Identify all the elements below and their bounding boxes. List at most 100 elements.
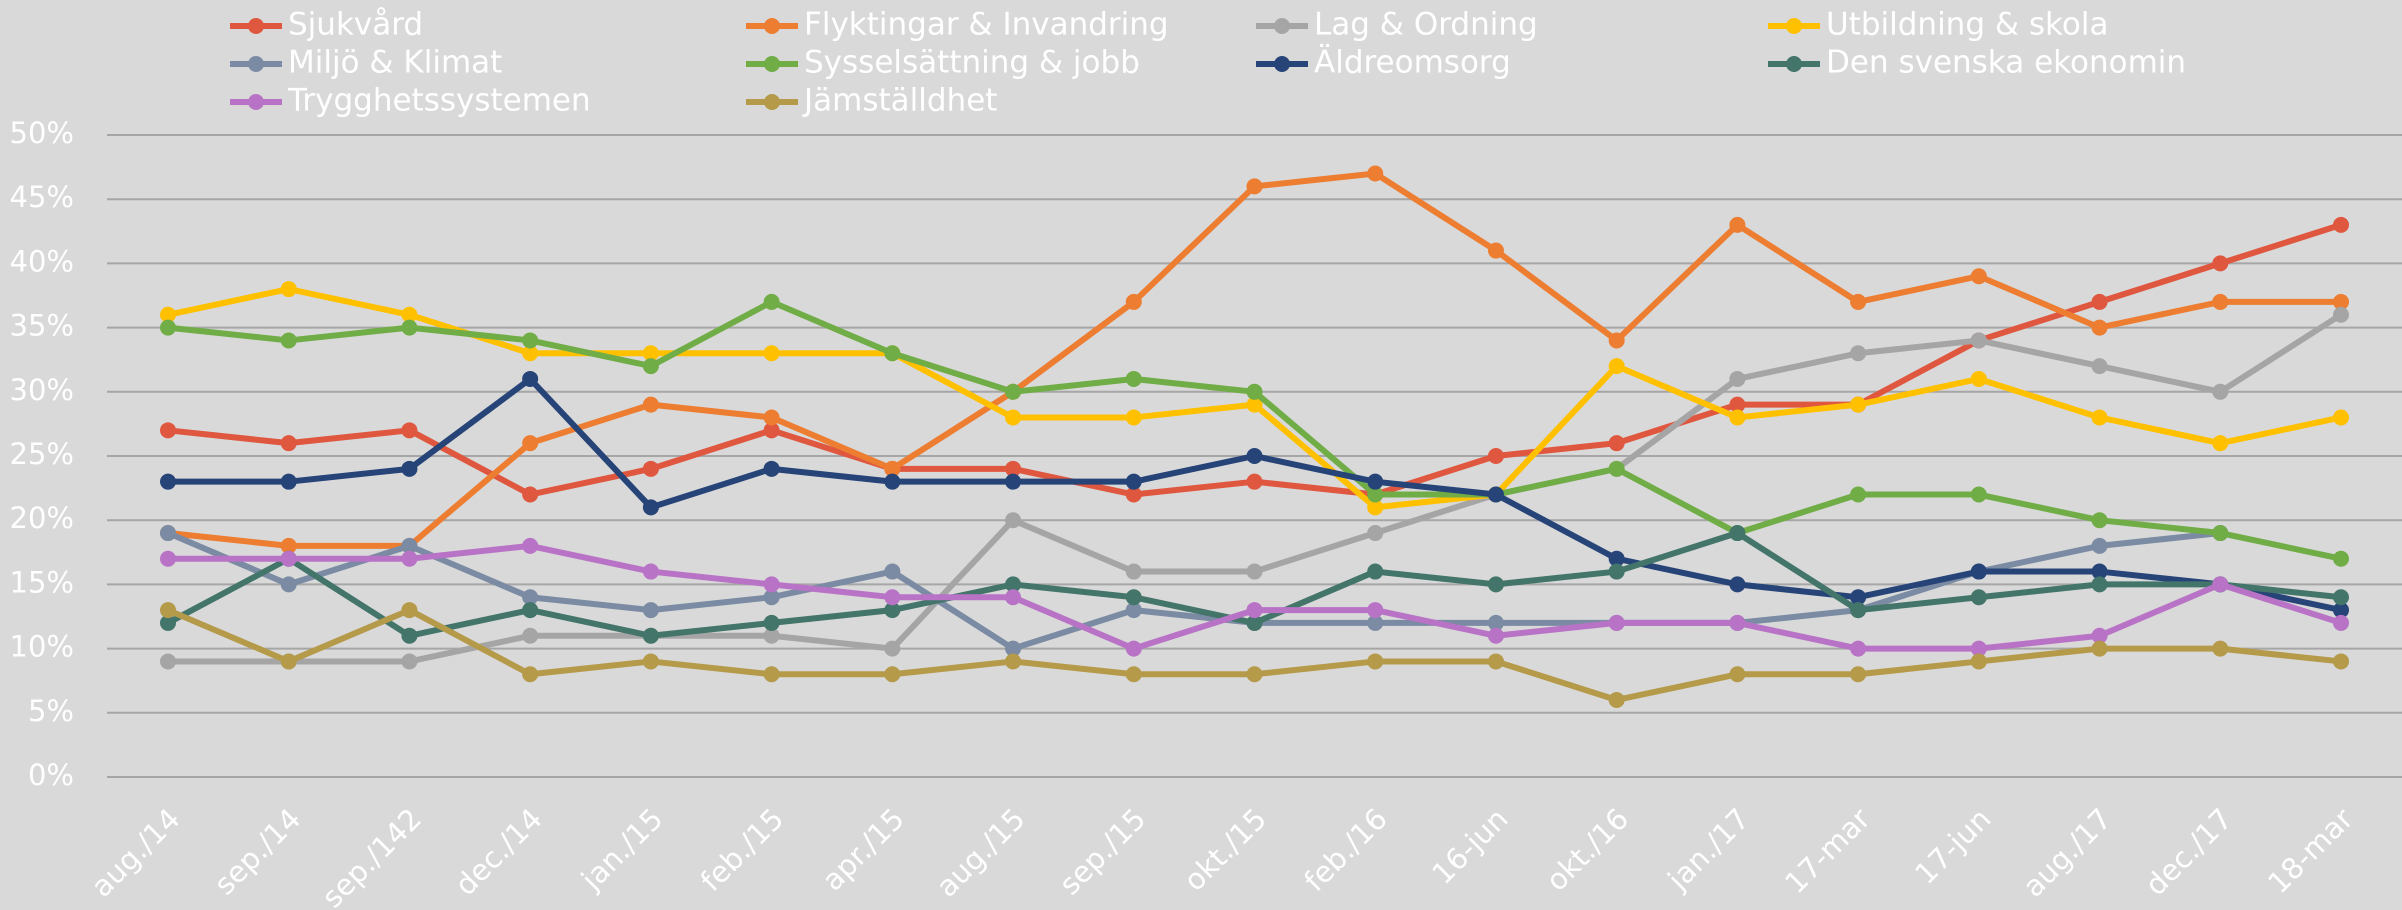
data-point [763,576,780,593]
legend-marker [1274,56,1290,72]
legend-item: Sysselsättning & jobb [746,45,1140,81]
legend-label: Miljö & Klimat [288,45,502,81]
y-tick-label: 50% [10,116,74,150]
data-point [1367,563,1384,580]
data-point [884,666,901,683]
data-point [2091,537,2108,554]
data-point [1729,370,1746,387]
data-point [1125,640,1142,657]
data-point [1125,563,1142,580]
legend-item: Jämställdhet [746,83,997,119]
data-point [522,435,539,452]
legend-item: Utbildning & skola [1768,7,2108,43]
legend-marker [248,94,264,110]
data-point [2333,293,2349,310]
data-point [2212,383,2229,400]
data-point [522,537,539,554]
data-point [1005,383,1022,400]
data-point [1729,216,1746,233]
x-tick-label: 16-jun [1425,802,1514,891]
data-point [160,525,176,542]
y-tick-label: 25% [10,437,74,471]
data-point [763,345,780,362]
legend-label: Utbildning & skola [1826,7,2108,43]
data-point [280,576,297,593]
data-point [2333,550,2349,567]
data-point [642,358,659,375]
data-point [763,627,780,644]
data-point [1729,396,1746,413]
data-point [1850,666,1867,683]
legend-label: Den svenska ekonomin [1826,45,2186,81]
x-tick-label: apr./15 [815,802,911,898]
data-point [2091,627,2108,644]
data-point [280,473,297,490]
data-point [1850,589,1867,606]
legend-item: Äldreomsorg [1256,45,1511,81]
data-point [1970,640,1987,657]
x-tick-label: 17-mar [1778,802,1877,901]
data-point [280,653,297,670]
data-point [2091,576,2108,593]
data-point [1005,512,1022,529]
x-tick-label: feb./15 [694,802,790,898]
data-point [1729,409,1746,426]
data-point [401,319,418,336]
legend-label: Äldreomsorg [1314,45,1511,81]
data-point [1005,589,1022,606]
data-point [1970,332,1987,349]
data-point [1608,550,1625,567]
data-point [1005,473,1022,490]
data-point [1487,486,1504,503]
data-point [160,319,176,336]
data-point [763,293,780,310]
data-point [1367,499,1384,516]
data-point [2212,293,2229,310]
x-tick-label: sep./15 [1053,802,1153,902]
data-point [884,589,901,606]
data-point [522,332,539,349]
data-point [1850,640,1867,657]
data-point [1005,576,1022,593]
data-point [884,602,901,619]
data-point [763,666,780,683]
data-point [401,627,418,644]
data-point [1125,602,1142,619]
data-point [2091,512,2108,529]
legend-marker [1274,18,1290,34]
data-point [763,614,780,631]
data-point [2333,409,2349,426]
y-tick-label: 45% [10,180,74,214]
data-point [1246,473,1263,490]
data-point [401,550,418,567]
data-point [642,563,659,580]
legend-marker [248,56,264,72]
data-point [280,537,297,554]
data-point [280,435,297,452]
data-point [763,460,780,477]
x-tick-label: dec./17 [2138,802,2238,902]
data-point [884,473,901,490]
data-point [1125,293,1142,310]
data-point [1246,178,1263,195]
data-point [1608,358,1625,375]
legend-item: Flyktingar & Invandring [746,7,1169,43]
data-point [522,370,539,387]
data-point [1608,435,1625,452]
y-tick-label: 5% [28,694,74,728]
legend-marker [764,94,780,110]
data-point [763,422,780,439]
data-point [1367,602,1384,619]
legend-marker [248,18,264,34]
data-point [1608,691,1625,708]
x-tick-label: sep./142 [315,802,428,910]
data-point [2333,653,2349,670]
data-point [884,563,901,580]
data-point [160,550,176,567]
x-tick-label: feb./16 [1297,802,1393,898]
data-point [1367,165,1384,182]
y-tick-label: 15% [10,565,74,599]
data-point [1005,409,1022,426]
data-point [522,589,539,606]
